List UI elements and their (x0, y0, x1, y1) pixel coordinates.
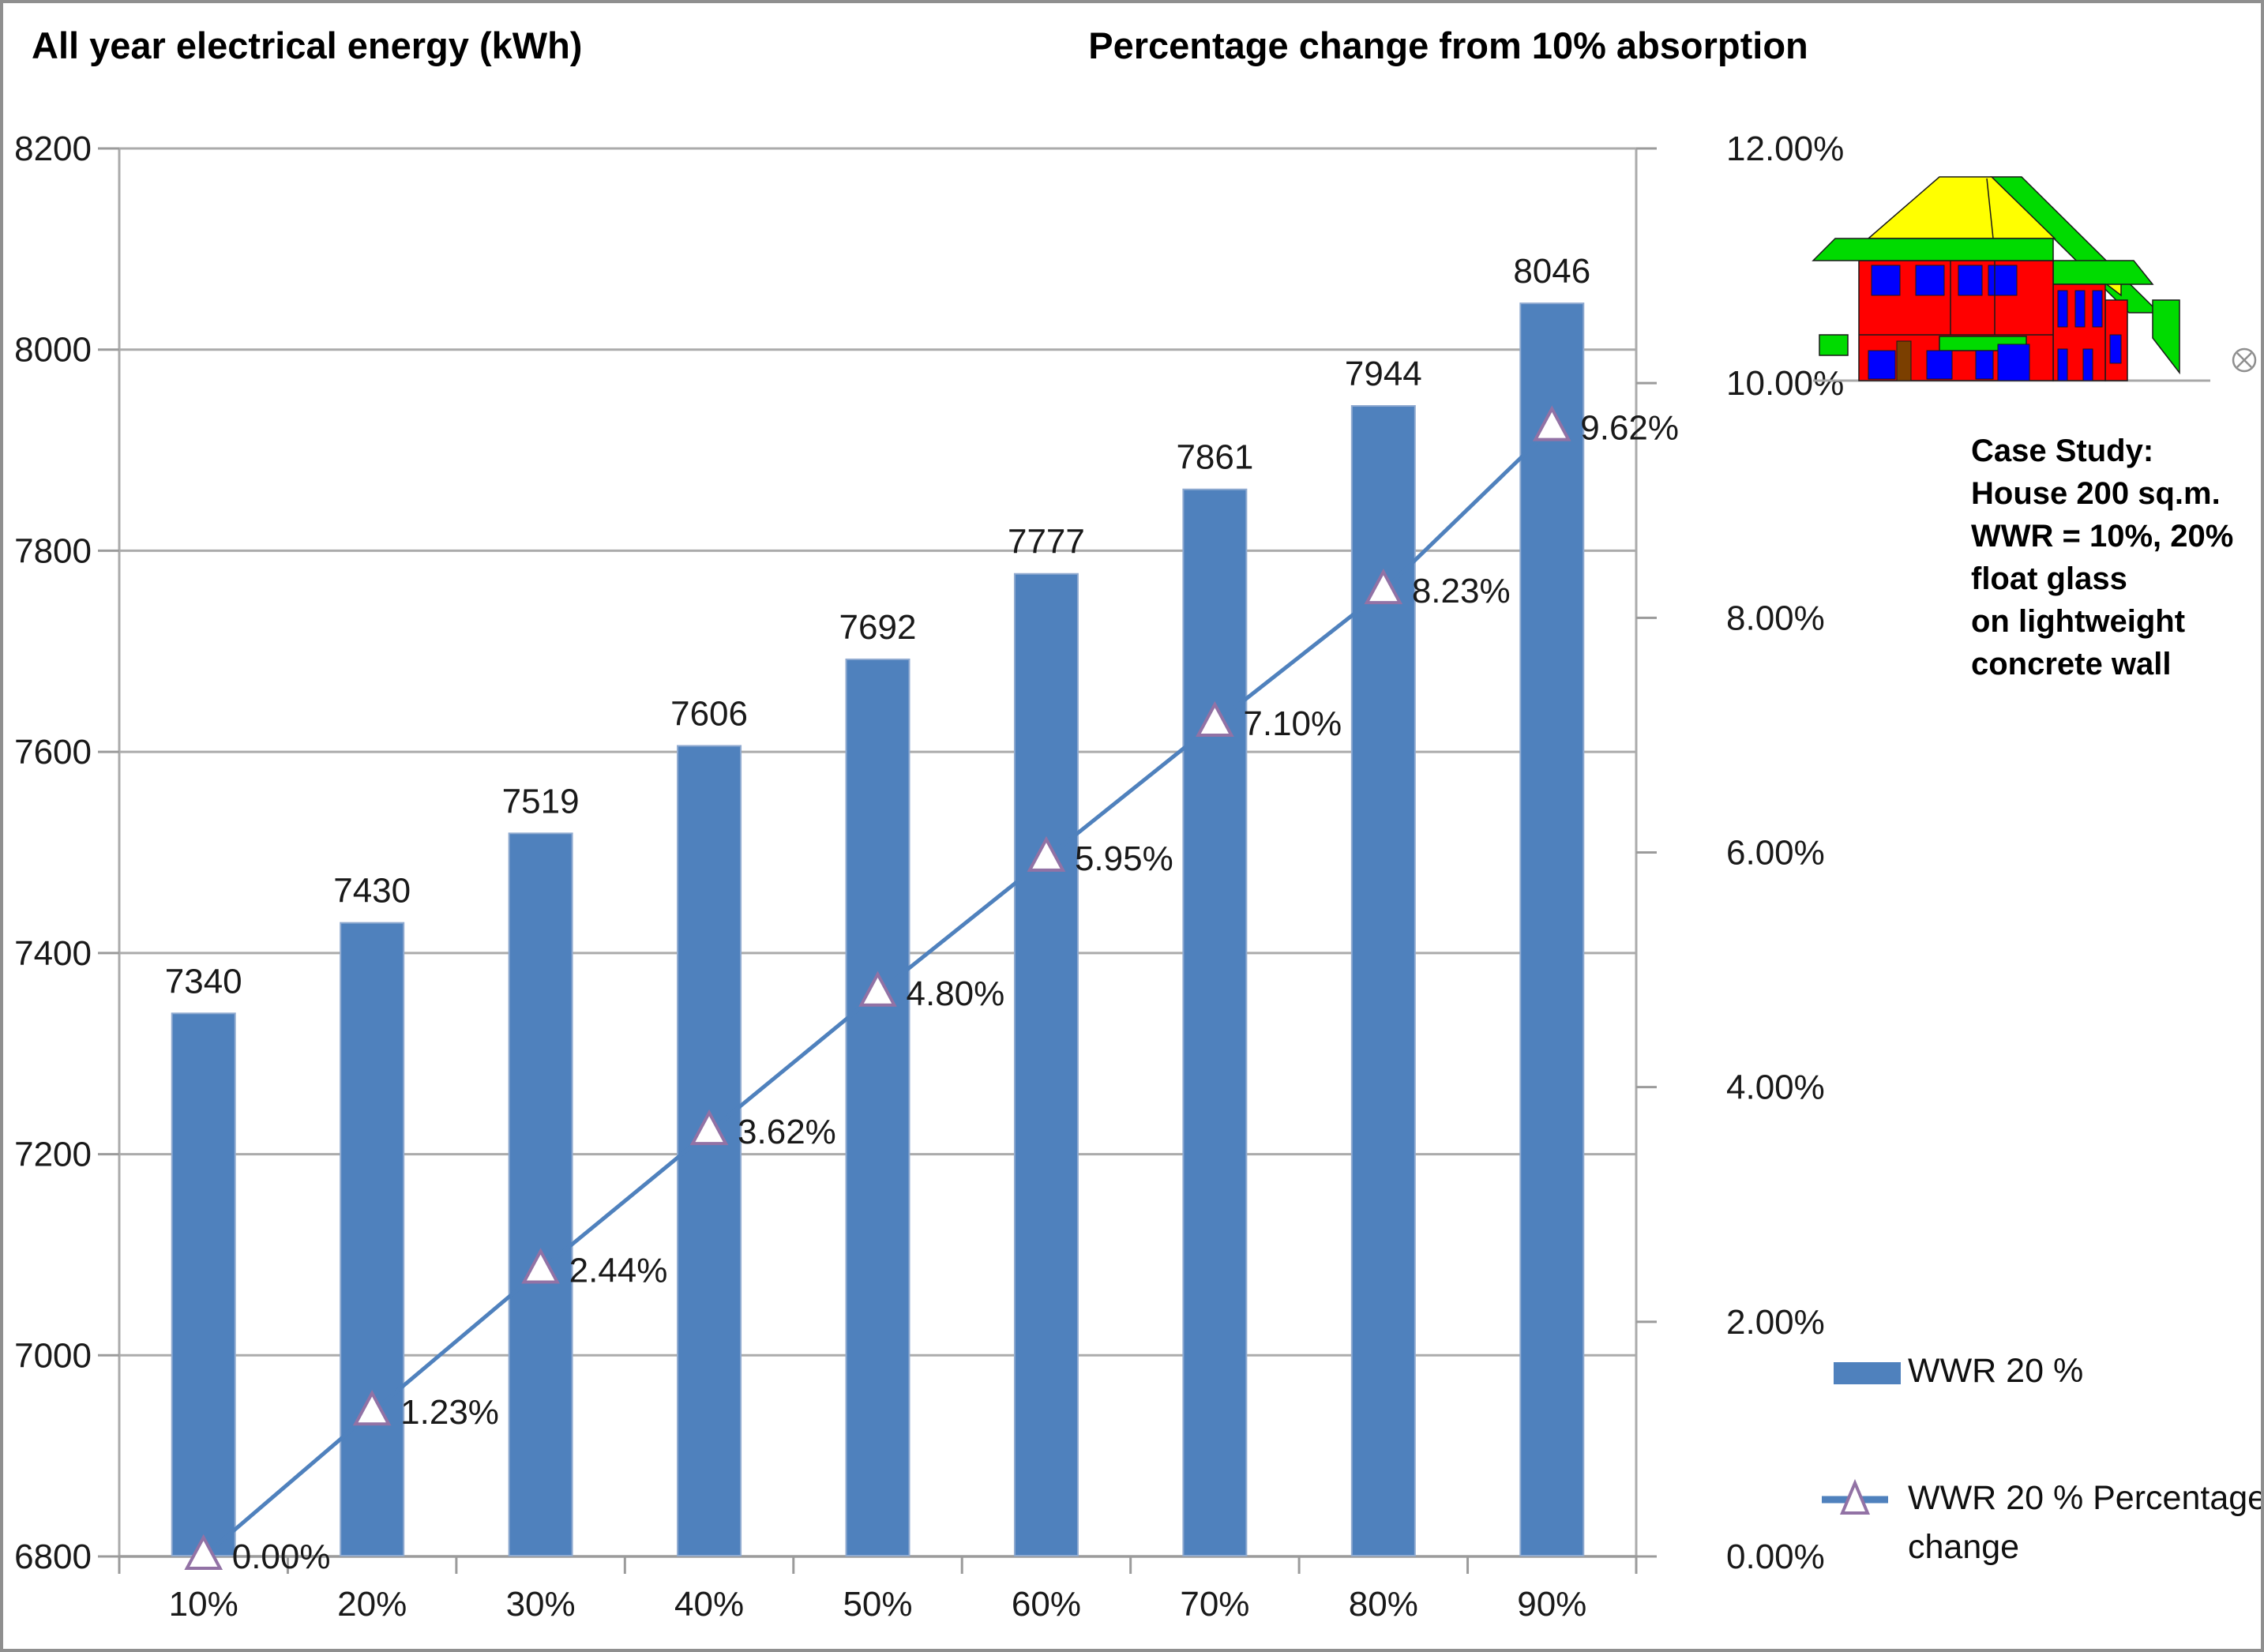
patio-door (1997, 344, 2030, 381)
window (2092, 290, 2103, 328)
bar-20% (340, 922, 405, 1556)
bar-value-label: 7944 (1345, 355, 1422, 393)
left-axis-tick-label: 8200 (14, 130, 92, 168)
left-axis-title: All year electrical energy (kWh) (32, 24, 583, 66)
bar-value-label: 7606 (670, 695, 748, 734)
line-marker-50% (858, 971, 897, 1007)
line-value-label: 3.62% (738, 1113, 836, 1151)
line-value-label: 0.00% (232, 1537, 331, 1576)
eave-band (1812, 238, 2054, 261)
line-marker-60% (1027, 835, 1066, 872)
wing-eave (2052, 260, 2154, 285)
left-axis-tick-label: 7400 (14, 934, 92, 973)
line-value-label: 1.23% (400, 1393, 499, 1432)
line-value-label: 7.10% (1243, 704, 1342, 743)
right-axis-tick-label: 4.00% (1726, 1068, 1825, 1107)
line-marker-70% (1196, 700, 1234, 738)
line-marker-10% (184, 1534, 223, 1570)
side-trim (1819, 334, 1849, 356)
bar-60% (1013, 573, 1079, 1556)
line-value-label: 4.80% (907, 974, 1005, 1013)
window (2057, 348, 2068, 381)
bar-value-label: 7340 (165, 962, 242, 1001)
window (2074, 290, 2086, 328)
broken-image-icon (2232, 347, 2257, 373)
right-axis-tick-label: 0.00% (1726, 1537, 1825, 1576)
roof-hip-line (1986, 178, 1994, 239)
door (1896, 340, 1912, 381)
line-value-label: 8.23% (1412, 572, 1511, 610)
right-axis-tick-label: 8.00% (1726, 599, 1825, 637)
x-category-label: 20% (337, 1585, 407, 1624)
left-axis-tick-label: 6800 (14, 1537, 92, 1576)
bar-value-label: 7692 (839, 608, 917, 647)
line-marker-30% (521, 1248, 560, 1284)
right-roof-trim (2152, 299, 2180, 375)
left-axis-tick-label: 7600 (14, 733, 92, 772)
window (1975, 350, 1994, 380)
bar-10% (171, 1012, 236, 1557)
bar-90% (1519, 302, 1585, 1556)
window (1915, 265, 1945, 296)
line-marker-90% (1532, 405, 1571, 441)
x-category-label: 90% (1517, 1585, 1586, 1624)
right-axis-tick-label: 10.00% (1726, 364, 1844, 403)
x-category-label: 50% (843, 1585, 912, 1624)
line-marker-20% (352, 1390, 392, 1426)
case-study-annotation: Case Study: House 200 sq.m. WWR = 10%, 2… (1971, 434, 2234, 681)
bar-value-label: 7430 (333, 872, 411, 910)
x-category-label: 80% (1349, 1585, 1418, 1624)
window (2057, 290, 2068, 328)
line-marker-80% (1364, 568, 1403, 605)
bar-value-label: 7861 (1176, 438, 1253, 477)
line-value-label: 5.95% (1075, 839, 1173, 878)
house-illustration (1812, 176, 2210, 382)
bar-30% (508, 832, 573, 1556)
left-axis-tick-label: 8000 (14, 331, 92, 370)
window (1988, 265, 2018, 296)
x-category-label: 60% (1012, 1585, 1081, 1624)
window (1958, 265, 1983, 296)
x-category-label: 10% (169, 1585, 238, 1624)
line-marker-40% (689, 1109, 729, 1146)
left-axis-tick-label: 7000 (14, 1336, 92, 1375)
left-axis-tick-label: 7800 (14, 531, 92, 570)
x-category-label: 30% (506, 1585, 576, 1624)
bar-value-label: 8046 (1513, 252, 1590, 291)
combo-chart: 6800 7000 7200 7400 7600 7800 8000 8200 0.00% 2.0… (14, 130, 1844, 1624)
bar-70% (1182, 488, 1248, 1556)
right-axis-tick-label: 12.00% (1726, 130, 1844, 168)
x-category-label: 70% (1180, 1585, 1249, 1624)
window (1868, 350, 1896, 380)
left-axis-tick-label: 7200 (14, 1136, 92, 1174)
window (1926, 350, 1953, 380)
window (2082, 348, 2093, 381)
window (1871, 265, 1901, 296)
right-axis-tick-label: 2.00% (1726, 1303, 1825, 1342)
line-value-label: 9.62% (1580, 409, 1679, 448)
bar-value-label: 7519 (502, 782, 580, 820)
bar-value-label: 7777 (1008, 523, 1085, 561)
bar-50% (845, 658, 910, 1557)
x-category-label: 40% (674, 1585, 744, 1624)
window (2109, 334, 2122, 364)
right-axis-title: Percentage change from 10% absorption (1088, 24, 1808, 66)
line-value-label: 2.44% (569, 1251, 668, 1290)
right-axis-tick-label: 6.00% (1726, 834, 1825, 873)
